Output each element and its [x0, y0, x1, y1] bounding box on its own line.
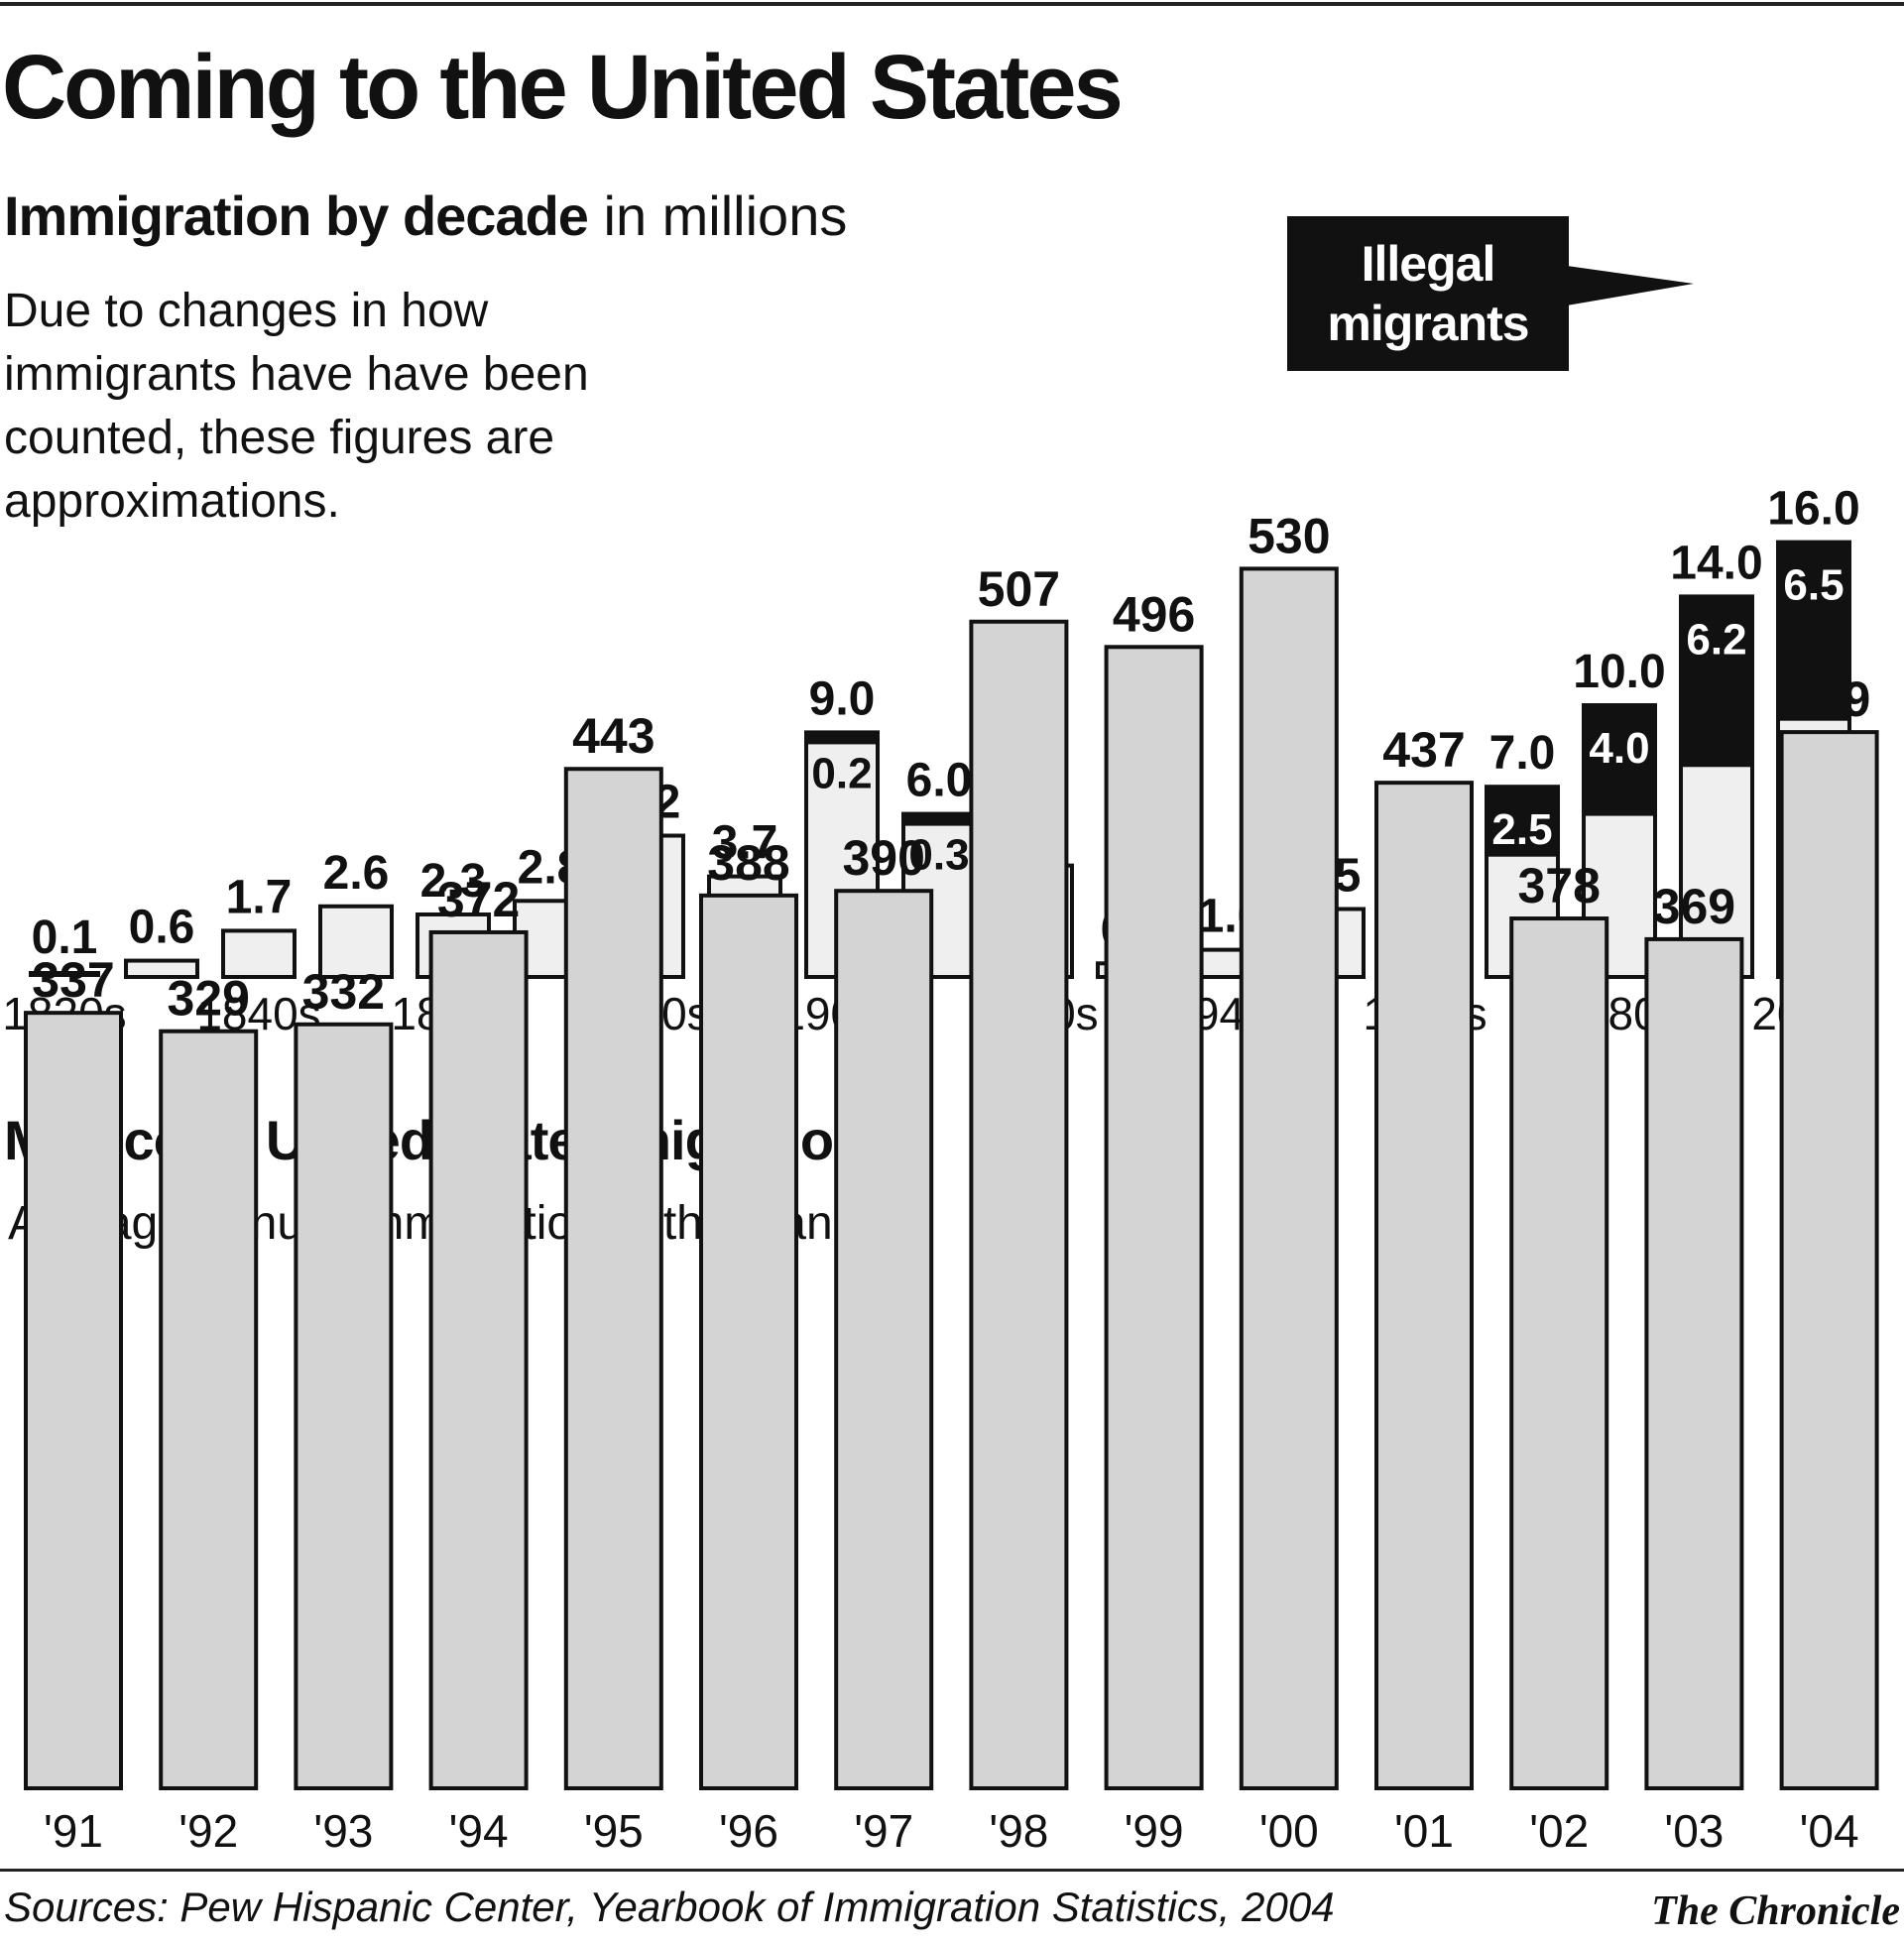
mexico-value-label-'03: 369 — [1653, 879, 1735, 934]
mexico-value-label-'91: 337 — [32, 952, 114, 1008]
decade-value-label-1840s: 1.7 — [226, 871, 293, 923]
mexico-value-label-'99: 496 — [1113, 586, 1195, 642]
decade-chart-heading-bold: Immigration by decade — [4, 184, 589, 247]
decade-value-label-1910s: 6.0 — [906, 755, 973, 807]
decade-illegal-segment-1900s — [804, 730, 880, 745]
mexico-tick-label-'98: '98 — [989, 1805, 1048, 1857]
decade-value-label-1970s: 7.0 — [1489, 727, 1556, 780]
mexico-tick-label-'03: '03 — [1664, 1805, 1724, 1857]
decade-value-label-1900s: 9.0 — [809, 672, 876, 725]
approximation-note: Due to changes in how immigrants have ha… — [4, 285, 589, 528]
decade-illegal-label-1910s: 0.3 — [908, 831, 969, 880]
mexico-bar-'96 — [699, 893, 798, 1790]
decade-value-label-1980s: 10.0 — [1573, 646, 1665, 698]
mexico-bar-'98 — [969, 619, 1069, 1790]
decade-illegal-label-2000s: 6.5 — [1783, 561, 1844, 610]
mexico-tick-label-'95: '95 — [584, 1805, 644, 1857]
mexico-value-label-'98: 507 — [978, 561, 1060, 617]
illegal-migrants-callout: Illegal migrants — [1287, 216, 1569, 371]
mexico-bar-'93 — [294, 1022, 394, 1790]
mexico-value-label-'93: 332 — [302, 964, 385, 1020]
decade-value-label-1820s: 0.1 — [32, 912, 98, 964]
mexico-value-label-'97: 390 — [842, 830, 924, 886]
page-title: Coming to the United States — [2, 37, 1124, 138]
mexico-bar-'92 — [159, 1029, 259, 1790]
decade-bar-1840s — [221, 928, 297, 979]
mexico-value-label-'92: 329 — [167, 971, 249, 1027]
decade-illegal-label-1990s: 6.2 — [1686, 615, 1746, 664]
mexico-bar-'00 — [1239, 566, 1339, 1790]
decade-bar-1850s — [318, 904, 394, 980]
mexico-value-label-'02: 378 — [1517, 858, 1600, 913]
mexico-value-label-'01: 437 — [1382, 722, 1465, 778]
source-note: Sources: Pew Hispanic Center, Yearbook o… — [4, 1884, 1335, 1930]
decade-bar-1820s — [29, 971, 100, 977]
mexico-tick-label-'91: '91 — [44, 1805, 103, 1857]
mexico-bar-'04 — [1779, 730, 1879, 1790]
mexico-tick-label-'00: '00 — [1259, 1805, 1319, 1857]
publication-credit: The Chronicle — [1651, 1888, 1900, 1934]
decade-bar-1830s — [124, 958, 199, 979]
mexico-tick-label-'93: '93 — [313, 1805, 373, 1857]
mexico-bar-'97 — [834, 889, 934, 1790]
mexico-value-label-'95: 443 — [572, 708, 654, 764]
decade-value-label-1850s: 2.6 — [323, 847, 390, 900]
mexico-value-label-'96: 388 — [707, 835, 789, 891]
mexico-bar-'02 — [1509, 916, 1609, 1790]
mexico-value-label-'00: 530 — [1248, 508, 1330, 563]
mexico-tick-label-'04: '04 — [1800, 1805, 1859, 1857]
mexico-tick-label-'02: '02 — [1529, 1805, 1589, 1857]
mexico-bar-'03 — [1644, 936, 1744, 1790]
decade-value-label-2000s: 16.0 — [1767, 483, 1859, 536]
decade-illegal-segment-1910s — [901, 811, 977, 826]
decade-illegal-segment-2000s — [1776, 540, 1851, 719]
mexico-bar-'94 — [428, 929, 529, 1790]
top-rule — [0, 2, 1904, 6]
decade-illegal-segment-1990s — [1679, 594, 1754, 766]
mexico-tick-label-'92: '92 — [178, 1805, 238, 1857]
decade-illegal-label-1980s: 4.0 — [1589, 724, 1649, 773]
mexico-bar-'95 — [563, 767, 663, 1790]
decade-illegal-segment-1980s — [1582, 703, 1657, 814]
mexico-value-label-'94: 372 — [437, 872, 520, 927]
decade-bar-1980s — [1582, 811, 1657, 979]
mexico-value-label-'04: 459 — [1788, 671, 1870, 727]
decade-chart-heading-units: in millions — [587, 184, 848, 247]
mexico-tick-label-'96: '96 — [719, 1805, 778, 1857]
mexico-tick-label-'99: '99 — [1125, 1805, 1184, 1857]
decade-illegal-label-1970s: 2.5 — [1491, 805, 1552, 854]
decade-value-label-1830s: 0.6 — [129, 902, 195, 954]
decade-value-label-1860s: 2.3 — [420, 855, 487, 908]
mexico-tick-label-'01: '01 — [1394, 1805, 1454, 1857]
bottom-rule — [0, 1869, 1904, 1872]
decade-illegal-label-1900s: 0.2 — [811, 749, 872, 797]
mexico-bar-'91 — [24, 1011, 123, 1790]
mexico-bar-'01 — [1374, 781, 1474, 1790]
decade-value-label-1890s: 3.7 — [712, 817, 778, 870]
callout-pointer — [1567, 266, 1694, 305]
mexico-tick-label-'97: '97 — [854, 1805, 913, 1857]
decade-value-label-1990s: 14.0 — [1670, 537, 1762, 589]
decade-illegal-segment-1970s — [1485, 785, 1560, 855]
mexico-tick-label-'94: '94 — [449, 1805, 509, 1857]
mexico-bar-'99 — [1104, 645, 1204, 1790]
decade-chart-heading: Immigration by decade in millions — [4, 188, 847, 244]
